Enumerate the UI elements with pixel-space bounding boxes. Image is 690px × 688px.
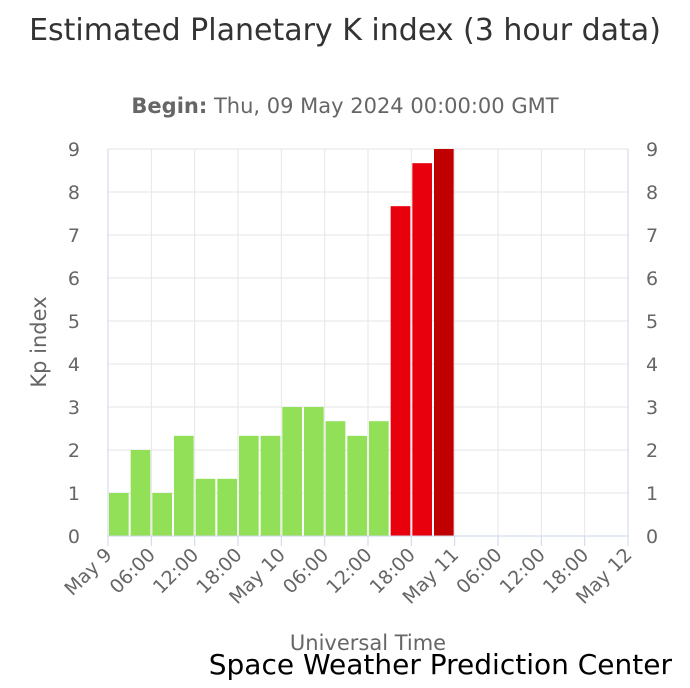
bar-kp (282, 407, 302, 536)
y-tick-label-right: 6 (646, 268, 658, 290)
subtitle-label: Begin: (131, 94, 208, 118)
bar-kp (152, 493, 172, 536)
bar-kp (217, 478, 237, 536)
bar-kp (412, 163, 432, 536)
bar-kp (325, 421, 346, 536)
bar-kp (174, 435, 194, 536)
y-tick-label-right: 9 (646, 139, 658, 161)
x-tick-label: 06:00 (279, 544, 333, 598)
bar-series (109, 149, 454, 536)
credit-label: Space Weather Prediction Center (208, 648, 672, 681)
x-tick-label: 12:00 (149, 544, 203, 598)
y-axis-title: Kp index (27, 296, 51, 387)
x-tick-label: 12:00 (322, 544, 376, 598)
y-tick-label-right: 1 (646, 483, 658, 505)
bar-kp (390, 206, 411, 536)
y-tick-label: 4 (68, 354, 80, 376)
y-tick-label-right: 2 (646, 440, 658, 462)
x-tick-label: May 9 (60, 544, 116, 600)
bar-kp (239, 435, 259, 536)
y-tick-label-right: 3 (646, 397, 658, 419)
x-tick-label: 06:00 (106, 544, 160, 598)
y-axis-right-labels: 0 1 2 3 4 5 6 7 8 9 (646, 139, 658, 548)
y-tick-label: 2 (68, 440, 80, 462)
y-tick-label: 6 (68, 268, 80, 290)
chart-subtitle: Begin: Thu, 09 May 2024 00:00:00 GMT (0, 94, 690, 118)
gridlines (107, 148, 629, 537)
bar-kp (195, 478, 216, 536)
axes (107, 149, 629, 546)
y-tick-label: 7 (68, 225, 80, 247)
bar-kp (369, 421, 389, 536)
bar-kp (304, 407, 324, 536)
x-tick-label: 12:00 (496, 544, 550, 598)
x-tick-label: 06:00 (452, 544, 506, 598)
y-tick-label-right: 4 (646, 354, 658, 376)
y-tick-label: 9 (68, 139, 80, 161)
y-tick-label: 8 (68, 182, 80, 204)
y-tick-label: 5 (68, 311, 80, 333)
x-axis-title: Universal Time (290, 631, 446, 655)
bar-kp (434, 149, 454, 536)
y-axis-left-labels: 0 1 2 3 4 5 6 7 8 9 (68, 139, 80, 548)
y-tick-label-right: 5 (646, 311, 658, 333)
y-tick-label-right: 7 (646, 225, 658, 247)
y-tick-label-right: 0 (646, 526, 658, 548)
bar-kp (260, 435, 281, 536)
y-tick-label-right: 8 (646, 182, 658, 204)
y-tick-label: 1 (68, 483, 80, 505)
y-tick-label: 3 (68, 397, 80, 419)
y-tick-label: 0 (68, 526, 80, 548)
bar-kp (347, 435, 367, 536)
bar-kp (130, 450, 151, 536)
chart-title: Estimated Planetary K index (3 hour data… (29, 13, 661, 48)
subtitle-value: Thu, 09 May 2024 00:00:00 GMT (213, 94, 559, 118)
bar-kp (109, 493, 129, 536)
